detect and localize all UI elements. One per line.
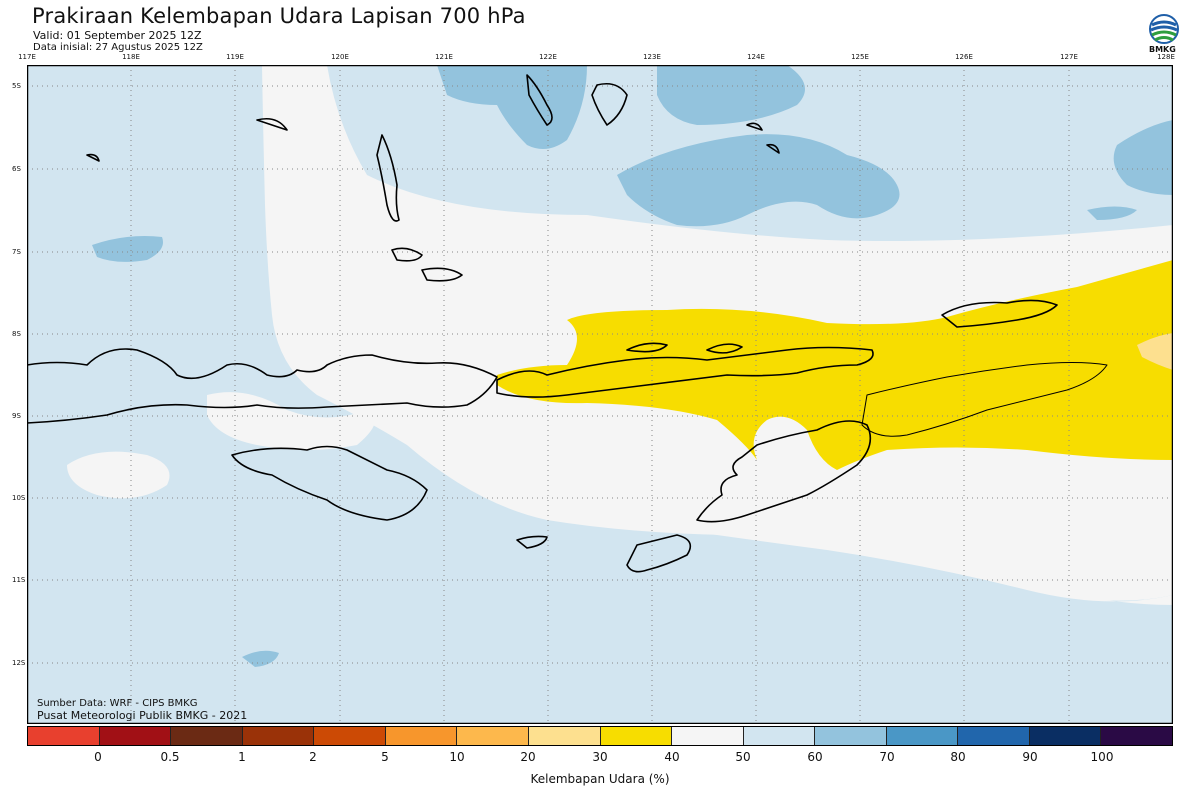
lat-label: 10S xyxy=(12,494,26,502)
legend-swatch xyxy=(815,727,887,745)
coast-sumba xyxy=(231,445,428,521)
lon-label: 120E xyxy=(331,53,349,61)
coast-sumbawa xyxy=(27,348,498,424)
initial-time: Data inisial: 27 Agustus 2025 12Z xyxy=(33,42,203,53)
legend-tick: 60 xyxy=(807,750,823,764)
legend-tick: 90 xyxy=(1022,750,1038,764)
lon-label: 127E xyxy=(1060,53,1078,61)
lon-label: 117E xyxy=(18,53,36,61)
legend-swatch xyxy=(528,727,601,745)
mid-blue-northeast xyxy=(657,65,805,125)
legend-swatch xyxy=(743,727,816,745)
legend-tick: 10 xyxy=(449,750,465,764)
legend-tick: 70 xyxy=(879,750,895,764)
legend-tick: 50 xyxy=(735,750,751,764)
legend-tick: 2 xyxy=(309,750,317,764)
legend-swatch xyxy=(1101,727,1172,745)
lat-label: 6S xyxy=(12,165,21,173)
mid-blue-east xyxy=(1113,120,1173,195)
lat-label: 7S xyxy=(12,248,21,256)
lon-label: 119E xyxy=(226,53,244,61)
legend-swatch xyxy=(958,727,1030,745)
lon-label: 122E xyxy=(539,53,557,61)
legend-tick: 0 xyxy=(94,750,102,764)
legend-swatch xyxy=(457,727,529,745)
mid-blue-center xyxy=(617,134,900,227)
legend-tick: 100 xyxy=(1090,750,1114,764)
legend-swatch xyxy=(28,727,100,745)
near-dry-patch xyxy=(1137,333,1173,370)
mid-blue-north xyxy=(437,65,587,149)
lon-label: 128E xyxy=(1157,53,1175,61)
lon-label: 121E xyxy=(435,53,453,61)
coast-timor xyxy=(696,420,872,523)
mid-blue-east-small xyxy=(1087,206,1137,220)
lon-label: 123E xyxy=(643,53,661,61)
coastlines xyxy=(27,74,1108,573)
humidity-map[interactable]: Sumber Data: WRF - CIPS BMKG Pusat Meteo… xyxy=(27,65,1173,724)
graticule xyxy=(27,65,1173,724)
lon-label: 118E xyxy=(122,53,140,61)
coast-timor-leste xyxy=(861,362,1108,437)
lat-label: 12S xyxy=(12,659,26,667)
credit-source: Sumber Data: WRF - CIPS BMKG xyxy=(37,698,197,709)
legend-swatch xyxy=(600,727,673,745)
coast-wetar xyxy=(941,299,1058,328)
coast-sulawesi xyxy=(376,134,400,222)
legend-swatch xyxy=(886,727,959,745)
lat-label: 8S xyxy=(12,330,21,338)
legend-tick: 30 xyxy=(592,750,608,764)
coast-savu xyxy=(516,535,548,549)
mid-blue-south xyxy=(242,650,279,667)
legend-swatch xyxy=(672,727,744,745)
credit-center: Pusat Meteorologi Publik BMKG - 2021 xyxy=(37,709,247,722)
lon-label: 124E xyxy=(747,53,765,61)
legend-swatch xyxy=(385,727,458,745)
logo-label: BMKG xyxy=(1149,45,1176,54)
mid-blue-west xyxy=(92,236,163,262)
legend-tick: 80 xyxy=(950,750,966,764)
legend-swatch xyxy=(314,727,386,745)
legend-tick: 1 xyxy=(238,750,246,764)
legend-swatch xyxy=(171,727,243,745)
map-title: Prakiraan Kelembapan Udara Lapisan 700 h… xyxy=(32,4,526,28)
dry-band[interactable] xyxy=(497,260,1173,470)
color-legend xyxy=(27,726,1173,746)
legend-tick: 40 xyxy=(664,750,680,764)
coast-small-islands xyxy=(86,117,780,162)
lat-label: 9S xyxy=(12,412,21,420)
legend-title: Kelembapan Udara (%) xyxy=(530,772,670,786)
legend-swatch xyxy=(99,727,172,745)
coast-selayar xyxy=(391,247,463,282)
legend-tick: 20 xyxy=(520,750,536,764)
neutral-patch-sw xyxy=(67,451,170,499)
lon-label: 125E xyxy=(851,53,869,61)
lat-label: 5S xyxy=(12,82,21,90)
neutral-patch-south xyxy=(407,445,1173,605)
legend-tick: 5 xyxy=(381,750,389,764)
coast-flores xyxy=(496,346,874,398)
coast-rote xyxy=(626,534,692,573)
credits-block: Sumber Data: WRF - CIPS BMKG Pusat Meteo… xyxy=(37,698,247,722)
legend-swatch xyxy=(242,727,315,745)
valid-time: Valid: 01 September 2025 12Z xyxy=(33,29,202,42)
legend-tick: 0.5 xyxy=(160,750,180,764)
legend-swatch xyxy=(1029,727,1102,745)
map-frame xyxy=(27,65,1173,724)
lon-label: 126E xyxy=(955,53,973,61)
coast-buton xyxy=(526,74,628,126)
coast-flores-islands xyxy=(626,342,743,354)
bmkg-logo-icon xyxy=(1149,14,1179,44)
lat-label: 11S xyxy=(12,576,26,584)
